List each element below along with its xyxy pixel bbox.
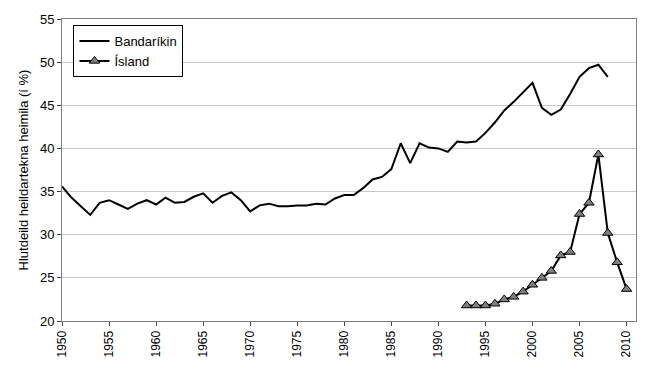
svg-text:1995: 1995 [478,330,492,357]
svg-text:2005: 2005 [572,330,586,357]
svg-text:Ísland: Ísland [114,54,149,69]
svg-text:1990: 1990 [431,330,445,357]
svg-text:20: 20 [40,314,54,329]
svg-text:1960: 1960 [149,330,163,357]
svg-text:1965: 1965 [196,330,210,357]
svg-text:40: 40 [40,141,54,156]
svg-text:45: 45 [40,98,54,113]
svg-text:50: 50 [40,55,54,70]
svg-text:1985: 1985 [384,330,398,357]
svg-text:2010: 2010 [619,330,633,357]
svg-text:55: 55 [40,12,54,27]
svg-text:Hlutdeild heildartekna heimila: Hlutdeild heildartekna heimila (í %) [16,70,31,271]
svg-text:30: 30 [40,227,54,242]
svg-text:25: 25 [40,270,54,285]
svg-text:1955: 1955 [102,330,116,357]
svg-text:Bandaríkin: Bandaríkin [114,34,176,49]
svg-text:1980: 1980 [337,330,351,357]
svg-text:1950: 1950 [55,330,69,357]
svg-text:35: 35 [40,184,54,199]
svg-text:2000: 2000 [525,330,539,357]
svg-text:1970: 1970 [243,330,257,357]
svg-text:1975: 1975 [290,330,304,357]
